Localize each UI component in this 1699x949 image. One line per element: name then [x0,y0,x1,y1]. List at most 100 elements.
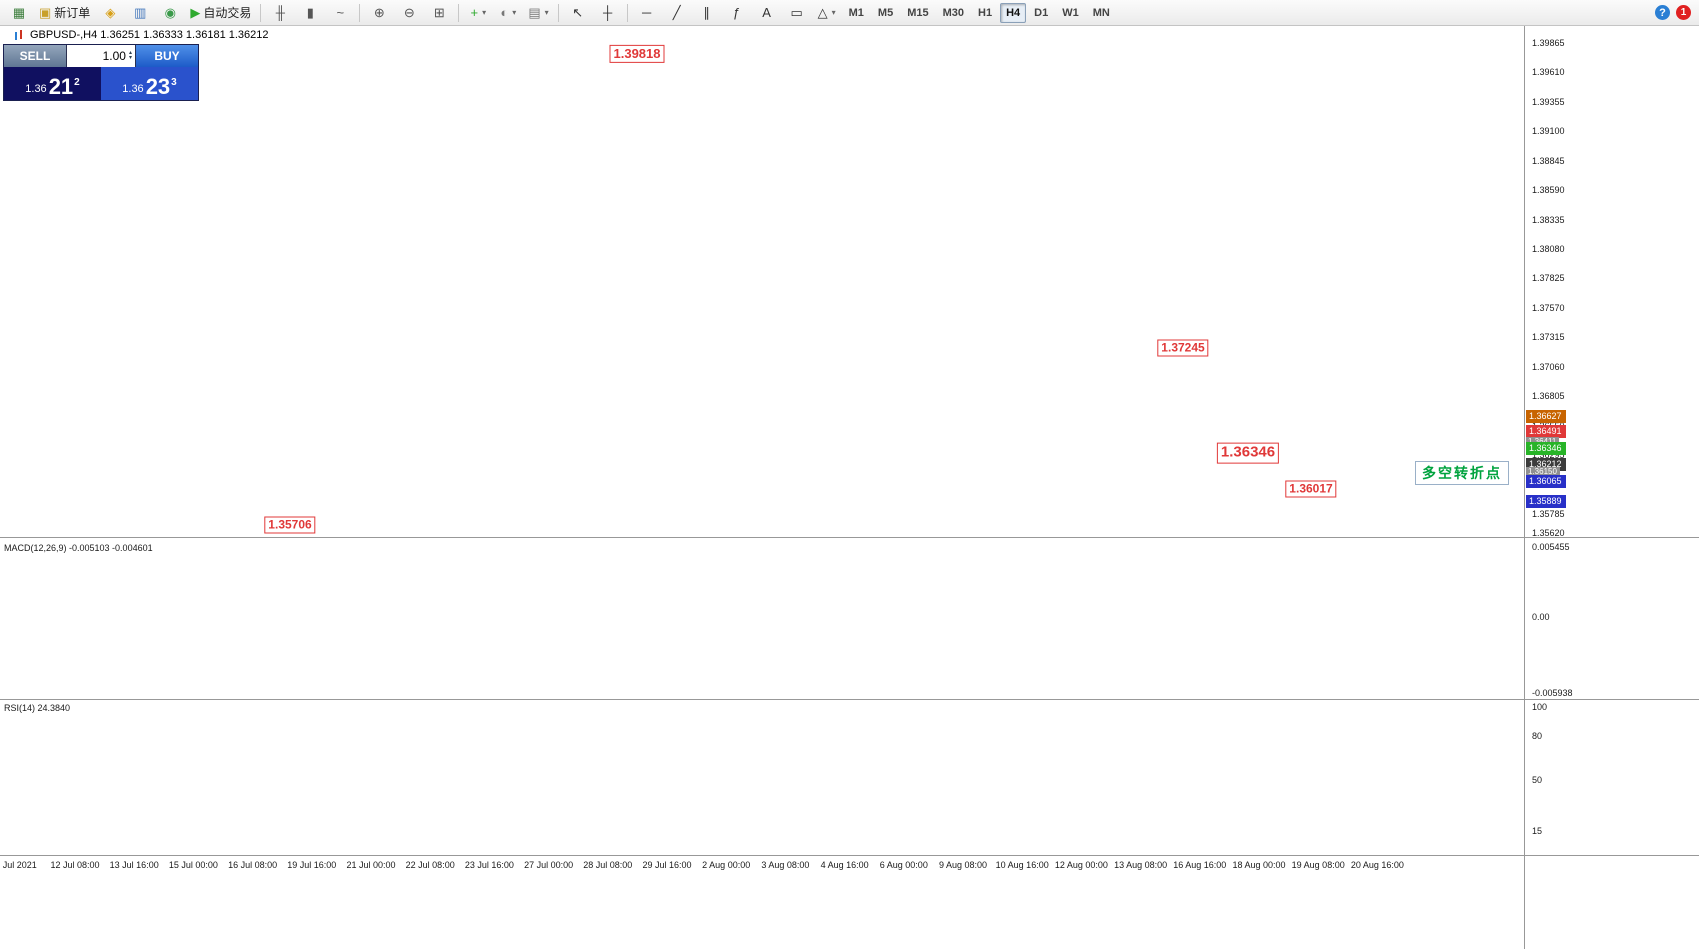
time-axis-label: 23 Jul 16:00 [464,860,514,870]
rsi-axis-tick: 100 [1532,702,1548,712]
turning-point-annotation[interactable]: 多空转折点 [1415,461,1509,485]
tile-windows-icon[interactable]: ⊞ [425,2,453,24]
toolbar-separator [359,3,361,22]
price-callout[interactable]: 1.35706 [264,516,316,534]
volume-input[interactable]: 1.00 ▴ ▾ [67,45,135,67]
time-axis-label: 9 Jul 2021 [0,860,37,870]
timeframe-button-m15[interactable]: M15 [907,6,929,19]
time-axis-label: 29 Jul 16:00 [642,860,692,870]
volume-spinner[interactable]: ▴ ▾ [128,50,132,61]
time-axis-label: 15 Jul 00:00 [168,860,218,870]
top-toolbar: ▦ ▣ 新订单 ◈ ▥ ◉ ▶ 自动交易 ╫ ▮ ~ ⊕ ⊖ ⊞ + ▾ ◐ ▾ ▤ ▾ ↖ ┼ ─ ╱ ∥ ƒ A ▭ △ ▾ M1 M5… [0,0,1699,26]
time-axis-divider [0,855,1699,856]
time-axis-label: 3 Aug 08:00 [761,860,810,870]
macd-axis-tick: 0.005455 [1532,542,1570,552]
fibonacci-icon[interactable]: ƒ [723,2,751,24]
price-axis-tick: 1.39610 [1532,67,1565,78]
chevron-down-icon[interactable]: ▾ [512,8,517,17]
timeframe-button-d1[interactable]: D1 [1034,6,1049,19]
cursor-icon[interactable]: ↖ [564,2,592,24]
crosshair-icon: ┼ [603,5,613,20]
auto-trading-icon: ▶ [190,5,201,20]
buy-price-display[interactable]: 1.36 23 3 [101,67,198,100]
chevron-down-icon[interactable]: ▾ [544,8,549,17]
time-axis-label: 13 Jul 16:00 [109,860,159,870]
timeframe-button-h4[interactable]: H4 [1000,2,1027,23]
web-community-icon: ◉ [164,5,176,20]
chevron-down-icon[interactable]: ▾ [831,8,836,17]
buy-price-pips: 23 [145,74,171,99]
horizontal-line-icon: ─ [642,5,652,20]
time-axis-label: 27 Jul 00:00 [524,860,574,870]
sell-price-display[interactable]: 1.36 21 2 [4,67,101,100]
web-community-icon[interactable]: ◉ [156,2,184,24]
auto-trading-button[interactable]: ▶ 自动交易 [186,2,255,24]
buy-button[interactable]: BUY [135,45,198,67]
candlestick-chart-icon[interactable]: ▮ [296,2,324,24]
price-callout[interactable]: 1.37245 [1157,339,1209,357]
notification-badge[interactable]: 1 [1676,5,1691,20]
market-watch-icon[interactable]: ▥ [126,2,154,24]
toolbar-separator [260,3,262,22]
timeframe-button-m30[interactable]: M30 [942,6,965,19]
candlestick-mini-icon [14,30,25,40]
shapes-icon: △ [817,5,828,20]
time-axis-label: 10 Aug 16:00 [995,860,1049,870]
price-callout[interactable]: 1.39818 [609,44,665,64]
time-axis-label: 16 Jul 08:00 [228,860,278,870]
sell-price-figure: 1.36 [25,83,47,95]
time-axis-label: 21 Jul 00:00 [346,860,396,870]
price-callout[interactable]: 1.36017 [1285,480,1337,498]
rsi-panel-separator[interactable] [0,699,1699,700]
toolbar-right: ? 1 [1655,5,1695,20]
indicators-icon: + [470,5,479,20]
zoom-out-icon: ⊖ [403,5,415,20]
rsi-axis-tick: 80 [1532,731,1543,742]
text-label-icon[interactable]: ▭ [783,2,811,24]
timeframe-button-w1[interactable]: W1 [1062,6,1079,19]
timeframe-button-h1[interactable]: H1 [978,6,993,19]
fibonacci-icon: ƒ [733,5,741,20]
equidistant-channel-icon[interactable]: ∥ [693,2,721,24]
line-chart-icon[interactable]: ~ [326,2,354,24]
buy-price-pipette: 3 [171,77,177,88]
price-callout[interactable]: 1.36346 [1216,442,1280,464]
templates-icon[interactable]: ▤ ▾ [524,2,552,24]
time-axis-label: 4 Aug 16:00 [820,860,869,870]
time-axis-label: 12 Jul 08:00 [50,860,100,870]
macd-panel-separator[interactable] [0,537,1699,538]
zoom-in-icon: ⊕ [373,5,385,20]
chevron-down-icon[interactable]: ▾ [482,8,487,17]
price-axis-tick: 1.35785 [1532,508,1565,519]
chart-symbol-info: GBPUSD-,H4 1.36251 1.36333 1.36181 1.362… [14,29,269,41]
time-axis-label: 20 Aug 16:00 [1350,860,1404,870]
ohlc-bars-icon[interactable]: ╫ [266,2,294,24]
line-chart-icon: ~ [336,5,345,20]
time-axis-label: 19 Aug 08:00 [1291,860,1345,870]
horizontal-line-icon[interactable]: ─ [633,2,661,24]
timeframe-button-m1[interactable]: M1 [848,6,864,19]
spinner-down-icon[interactable]: ▾ [128,55,132,61]
navigator-compass-icon[interactable]: ◈ [96,2,124,24]
trendline-icon[interactable]: ╱ [663,2,691,24]
periods-icon[interactable]: ◐ ▾ [494,2,522,24]
timeframe-button-mn[interactable]: MN [1092,6,1110,19]
new-order-button[interactable]: ▣ 新订单 [35,2,94,24]
sell-button[interactable]: SELL [4,45,67,67]
indicators-icon[interactable]: + ▾ [464,2,492,24]
sell-price-pips: 21 [48,74,74,99]
spinner-up-icon[interactable]: ▴ [128,50,132,56]
rsi-axis-tick: 50 [1532,775,1543,785]
crosshair-icon[interactable]: ┼ [594,2,622,24]
timeframe-button-m5[interactable]: M5 [877,6,894,19]
zoom-in-icon[interactable]: ⊕ [365,2,393,24]
price-level-tag: 1.36491 [1526,425,1566,439]
shapes-icon[interactable]: △ ▾ [813,2,841,24]
help-icon[interactable]: ? [1655,5,1670,20]
navigator-compass-icon: ◈ [105,5,116,20]
price-axis-tick: 1.37825 [1532,273,1565,284]
text-tool-icon[interactable]: A [753,2,781,24]
zoom-out-icon[interactable]: ⊖ [395,2,423,24]
price-level-tag: 1.36411 [1526,436,1560,446]
chart-window-icon[interactable]: ▦ [5,2,33,24]
